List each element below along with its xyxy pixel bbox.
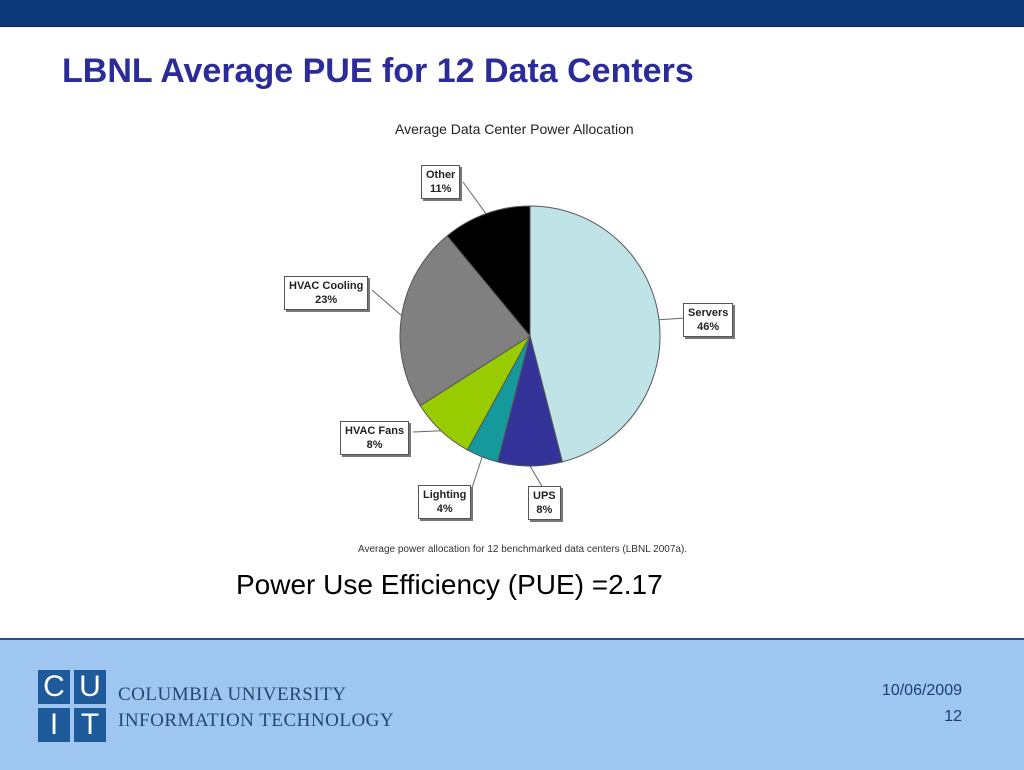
callout-lighting: Lighting 4%: [418, 485, 472, 519]
leader-line-hvac-fans: [412, 430, 442, 433]
callout-label: Servers: [688, 307, 729, 319]
slide-title: LBNL Average PUE for 12 Data Centers: [62, 52, 694, 90]
leader-line-other: [462, 181, 487, 214]
logo-letter-c: C: [38, 670, 70, 704]
callout-label: Other: [426, 169, 456, 181]
callout-label: Lighting: [423, 489, 467, 501]
logo-line-university: COLUMBIA UNIVERSITY: [118, 684, 347, 705]
slide-date: 10/06/2009: [881, 682, 962, 699]
callout-other: Other 11%: [421, 165, 461, 199]
pie-chart: [371, 181, 687, 489]
callout-label: HVAC Fans: [345, 425, 405, 437]
pie-slice-hvac-cooling: [399, 235, 531, 407]
logo-letter-t: T: [74, 708, 106, 742]
leader-line-servers: [658, 317, 687, 321]
callout-ups: UPS 8%: [528, 486, 561, 520]
chart-title: Average Data Center Power Allocation: [395, 121, 634, 137]
footer-bar: C U I T COLUMBIA UNIVERSITY INFORMATION …: [0, 638, 1024, 770]
callout-percent: 46%: [697, 321, 720, 333]
logo-letter-u: U: [74, 670, 106, 704]
pue-statement: Power Use Efficiency (PUE) =2.17: [236, 569, 663, 600]
callout-percent: 8%: [536, 504, 553, 516]
callout-hvac-cooling: HVAC Cooling 23%: [284, 276, 369, 310]
callout-percent: 8%: [366, 439, 383, 451]
chart-caption: Average power allocation for 12 benchmar…: [358, 544, 688, 555]
callout-servers: Servers 46%: [683, 303, 734, 337]
callout-percent: 23%: [315, 294, 338, 306]
logo-letter-i: I: [38, 708, 70, 742]
leader-line-lighting: [471, 456, 483, 489]
leader-line-ups: [529, 465, 544, 489]
callout-percent: 11%: [429, 183, 452, 195]
logo-line-it: INFORMATION TECHNOLOGY: [118, 710, 395, 731]
callout-hvac-fans: HVAC Fans 8%: [340, 421, 410, 455]
slide-number: 12: [944, 708, 962, 725]
callout-percent: 4%: [436, 503, 453, 515]
pie-slices: [399, 205, 661, 467]
callout-label: UPS: [533, 490, 556, 502]
top-banner: [0, 0, 1024, 27]
callout-leader-lines: [371, 181, 687, 489]
callout-label: HVAC Cooling: [289, 280, 364, 292]
leader-line-hvac-cooling: [371, 289, 402, 317]
